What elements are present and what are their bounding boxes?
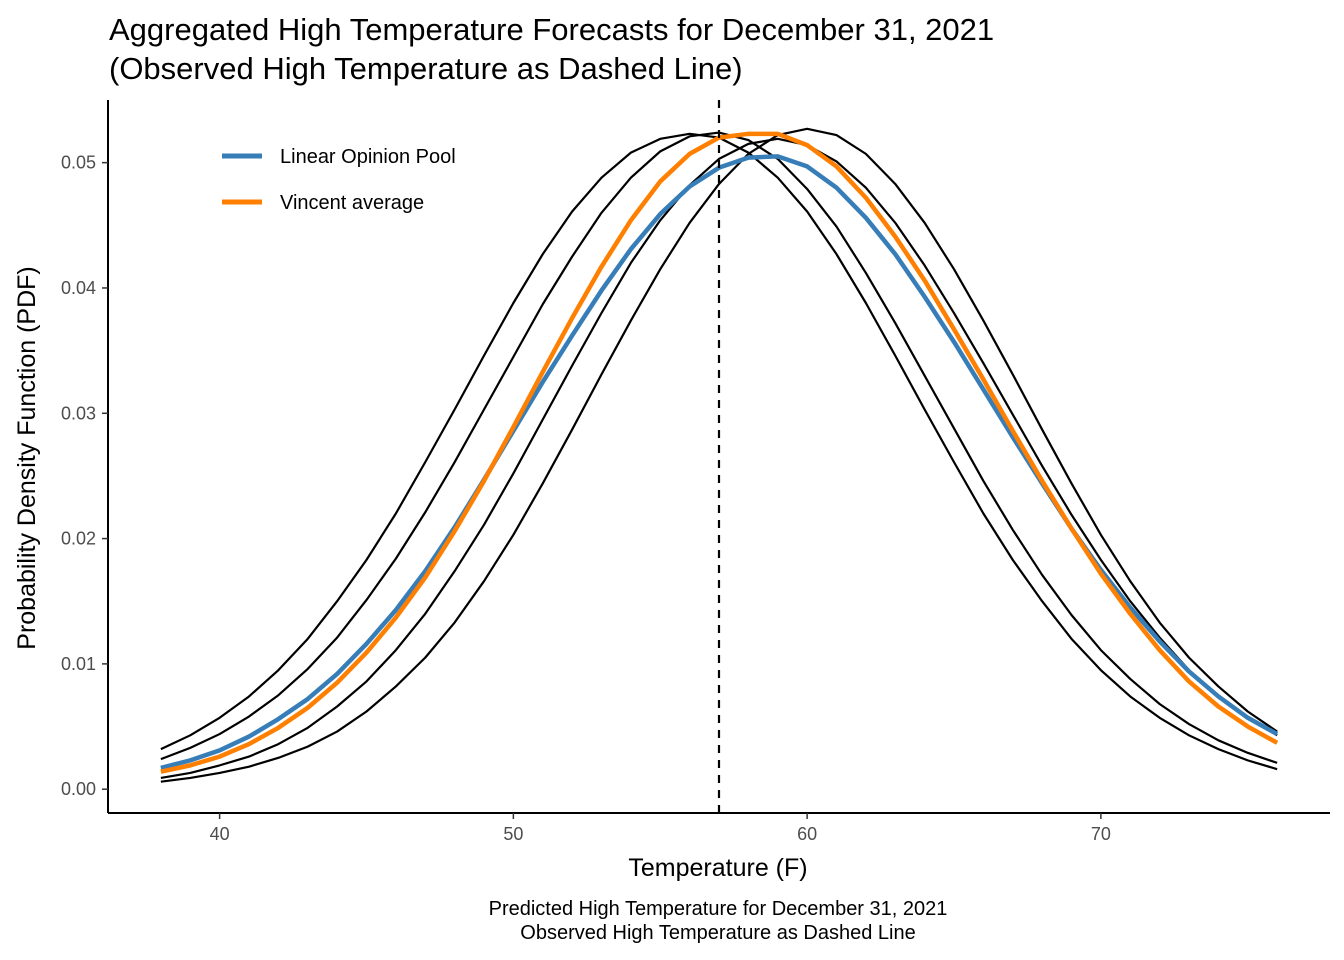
y-tick-label: 0.04 (61, 278, 96, 298)
legend-label-vincent-average: Vincent average (280, 192, 424, 214)
x-axis-ticks: 40 50 60 70 (210, 813, 1111, 844)
x-axis-title: Temperature (F) (628, 854, 807, 882)
legend-label-linear-opinion-pool: Linear Opinion Pool (280, 146, 456, 168)
chart-title: Aggregated High Temperature Forecasts fo… (109, 12, 994, 47)
caption-line-1: Predicted High Temperature for December … (489, 898, 948, 920)
x-tick-label: 40 (210, 824, 230, 844)
y-tick-label: 0.00 (61, 779, 96, 799)
forecast-line-5 (160, 127, 1278, 783)
y-tick-label: 0.01 (61, 654, 96, 674)
y-tick-label: 0.03 (61, 403, 96, 423)
x-tick-label: 50 (503, 824, 523, 844)
y-axis-ticks: 0.00 0.01 0.02 0.03 0.04 0.05 (61, 153, 108, 799)
x-tick-label: 70 (1091, 824, 1111, 844)
y-tick-label: 0.05 (61, 153, 96, 173)
caption-line-2: Observed High Temperature as Dashed Line (520, 922, 915, 944)
forecast-line-4 (160, 137, 1278, 779)
legend: Linear Opinion Pool Vincent average (222, 146, 456, 214)
y-axis-title: Probability Density Function (PDF) (13, 266, 41, 649)
chart-subtitle: (Observed High Temperature as Dashed Lin… (109, 51, 743, 86)
y-tick-label: 0.02 (61, 529, 96, 549)
x-tick-label: 60 (797, 824, 817, 844)
